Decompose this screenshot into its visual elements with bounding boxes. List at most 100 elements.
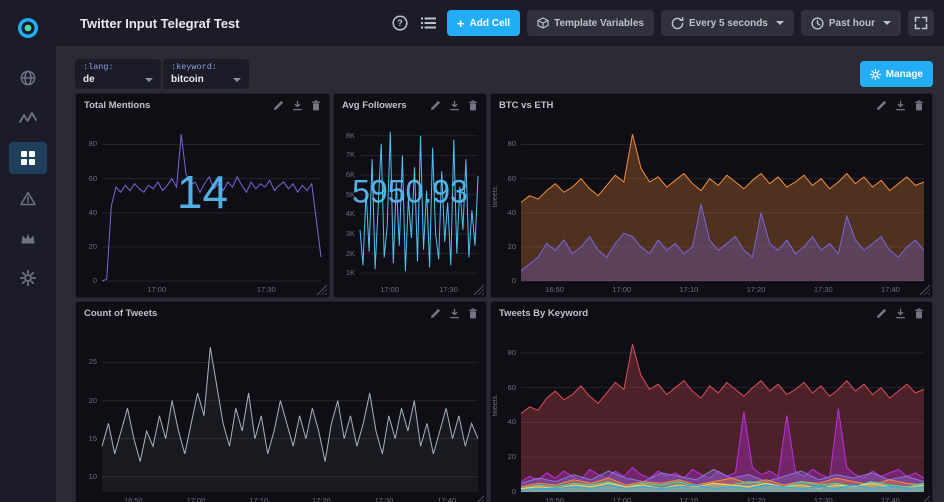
- cell-header[interactable]: Tweets By Keyword: [491, 302, 932, 324]
- x-axis-tick: 17:10: [673, 497, 705, 502]
- admin-icon[interactable]: [9, 222, 47, 254]
- dashboards-icon[interactable]: [9, 142, 47, 174]
- x-axis-tick: 16:50: [539, 286, 571, 294]
- y-axis-tick: 0: [491, 488, 516, 496]
- sidebar: [0, 0, 56, 502]
- help-icon[interactable]: ?: [389, 12, 411, 34]
- list-icon[interactable]: [418, 12, 440, 34]
- y-axis-tick: 40: [76, 209, 97, 217]
- data-explorer-icon[interactable]: [9, 102, 47, 134]
- y-axis-tick: 8K: [334, 132, 355, 140]
- y-axis-tick: 10: [76, 473, 97, 481]
- refresh-interval-label: Every 5 seconds: [689, 18, 768, 29]
- delete-icon[interactable]: [468, 308, 478, 319]
- dashboard-cell: Count of Tweets 1015202516:5017:0017:101…: [75, 301, 487, 502]
- alerts-icon[interactable]: [9, 182, 47, 214]
- time-range-dropdown[interactable]: Past hour: [801, 10, 901, 36]
- chart-canvas[interactable]: 02040608016:5017:0017:1017:2017:3017:40t…: [491, 324, 932, 502]
- x-axis-tick: 17:40: [431, 497, 463, 502]
- y-axis-tick: 80: [76, 140, 97, 148]
- presentation-mode-button[interactable]: [908, 10, 934, 36]
- x-axis-tick: 17:10: [243, 497, 275, 502]
- x-axis-tick: 17:30: [250, 286, 282, 294]
- y-axis-tick: 60: [491, 384, 516, 392]
- time-range-label: Past hour: [829, 18, 875, 29]
- dashboard-content: :lang: de :keyword: bitcoin Manage T: [56, 46, 944, 502]
- y-axis-tick: 80: [491, 349, 516, 357]
- chart-canvas[interactable]: 8K7K6K5K4K3K2K1K17:0017:305950.93: [334, 116, 486, 297]
- delete-icon[interactable]: [468, 100, 478, 111]
- y-axis-tick: 20: [491, 243, 516, 251]
- edit-icon[interactable]: [876, 100, 887, 111]
- template-variables-label: Template Variables: [554, 18, 644, 29]
- dashboard-cell: Total Mentions 02040608017:0017:3014: [75, 93, 330, 298]
- dashboard-title[interactable]: Twitter Input Telegraf Test: [80, 16, 382, 31]
- cell-title: BTC vs ETH: [499, 100, 868, 111]
- cell-title: Avg Followers: [342, 100, 422, 111]
- delete-icon[interactable]: [311, 100, 321, 111]
- edit-icon[interactable]: [876, 308, 887, 319]
- edit-icon[interactable]: [273, 100, 284, 111]
- download-icon[interactable]: [449, 100, 460, 111]
- y-axis-tick: 0: [76, 277, 97, 285]
- template-var-keyword[interactable]: :keyword: bitcoin: [163, 59, 249, 89]
- x-axis-tick: 17:20: [740, 497, 772, 502]
- edit-icon[interactable]: [430, 100, 441, 111]
- y-axis-tick: 7K: [334, 151, 355, 159]
- y-axis-tick: 60: [491, 175, 516, 183]
- y-axis-tick: 40: [491, 209, 516, 217]
- delete-icon[interactable]: [914, 100, 924, 111]
- settings-icon[interactable]: [9, 262, 47, 294]
- template-variables-bar: :lang: de :keyword: bitcoin Manage: [75, 59, 933, 89]
- manage-button[interactable]: Manage: [860, 61, 933, 87]
- chart-svg: [491, 116, 932, 297]
- cell-header[interactable]: Total Mentions: [76, 94, 329, 116]
- cell-title: Count of Tweets: [84, 308, 422, 319]
- y-axis-tick: 6K: [334, 171, 355, 179]
- cell-header[interactable]: Avg Followers: [334, 94, 486, 116]
- refresh-interval-dropdown[interactable]: Every 5 seconds: [661, 10, 794, 36]
- chart-svg: [76, 116, 329, 297]
- chart-canvas[interactable]: 1015202516:5017:0017:1017:2017:3017:40: [76, 324, 486, 502]
- x-axis-tick: 17:00: [374, 286, 406, 294]
- x-axis-tick: 17:20: [740, 286, 772, 294]
- edit-icon[interactable]: [430, 308, 441, 319]
- chevron-down-icon: [145, 78, 153, 82]
- delete-icon[interactable]: [914, 308, 924, 319]
- x-axis-tick: 17:30: [368, 497, 400, 502]
- template-var-lang[interactable]: :lang: de: [75, 59, 161, 89]
- cell-header[interactable]: Count of Tweets: [76, 302, 486, 324]
- plus-icon: +: [457, 17, 465, 30]
- cell-title: Total Mentions: [84, 100, 265, 111]
- refresh-icon: [671, 17, 684, 30]
- x-axis-tick: 16:50: [117, 497, 149, 502]
- template-var-name: :lang:: [83, 62, 153, 72]
- x-axis-tick: 17:00: [606, 286, 638, 294]
- dashboard-cell: Tweets By Keyword 02040608016:5017:0017:…: [490, 301, 933, 502]
- download-icon[interactable]: [292, 100, 303, 111]
- y-axis-label: tweets.: [492, 394, 499, 416]
- template-variables-button[interactable]: Template Variables: [527, 10, 654, 36]
- x-axis-tick: 17:40: [874, 286, 906, 294]
- y-axis-tick: 20: [491, 453, 516, 461]
- template-var-value: bitcoin: [171, 74, 204, 85]
- chevron-down-icon: [776, 21, 784, 25]
- chronograf-logo-icon[interactable]: [9, 8, 47, 48]
- x-axis-tick: 17:20: [305, 497, 337, 502]
- add-cell-button[interactable]: + Add Cell: [447, 10, 520, 36]
- x-axis-tick: 16:50: [539, 497, 571, 502]
- cube-icon: [537, 17, 549, 29]
- download-icon[interactable]: [449, 308, 460, 319]
- dashboard-cell: BTC vs ETH 02040608016:5017:0017:1017:20…: [490, 93, 933, 298]
- status-icon[interactable]: [9, 62, 47, 94]
- chart-canvas[interactable]: 02040608017:0017:3014: [76, 116, 329, 297]
- y-axis-tick: 4K: [334, 210, 355, 218]
- download-icon[interactable]: [895, 100, 906, 111]
- x-axis-tick: 17:00: [606, 497, 638, 502]
- download-icon[interactable]: [895, 308, 906, 319]
- cell-header[interactable]: BTC vs ETH: [491, 94, 932, 116]
- y-axis-tick: 2K: [334, 250, 355, 258]
- cell-title: Tweets By Keyword: [499, 308, 868, 319]
- chart-canvas[interactable]: 02040608016:5017:0017:1017:2017:3017:40t…: [491, 116, 932, 297]
- y-axis-tick: 60: [76, 175, 97, 183]
